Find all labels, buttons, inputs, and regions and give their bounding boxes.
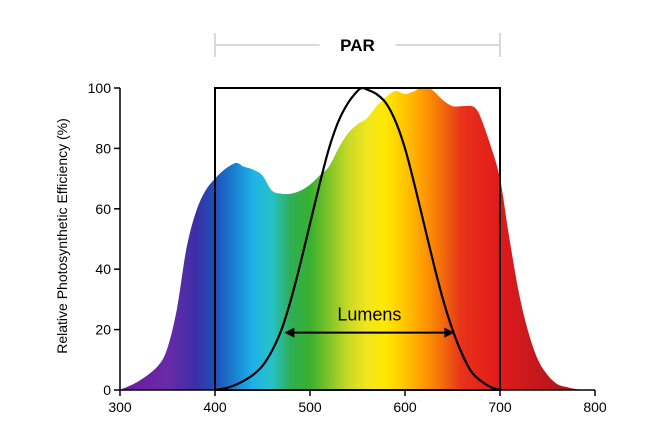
x-tick-label: 800: [583, 399, 607, 415]
y-axis: 0 20 40 60 80 100: [88, 80, 121, 398]
x-tick-label: 500: [298, 399, 322, 415]
y-tick-label: 20: [95, 322, 111, 338]
lumens-arrowhead-left: [284, 327, 295, 338]
annotations: PAR Lumens: [214, 33, 501, 338]
y-tick-label: 40: [95, 261, 111, 277]
efficiency-area: [120, 87, 586, 391]
x-tick-label: 300: [108, 399, 132, 415]
x-tick-label: 700: [488, 399, 512, 415]
y-tick-label: 100: [88, 80, 112, 96]
x-tick-label: 600: [393, 399, 417, 415]
y-tick-label: 80: [95, 140, 111, 156]
x-axis: 300 400 500 600 700 800: [108, 389, 607, 415]
lumens-label: Lumens: [337, 305, 401, 325]
y-tick-label: 60: [95, 201, 111, 217]
par-label: PAR: [340, 36, 375, 55]
y-axis-title: Relative Photosynthetic Efficiency (%): [54, 118, 70, 354]
lumens-curve: [214, 86, 501, 392]
y-tick-label: 0: [103, 382, 111, 398]
lumens-arrowhead-right: [444, 327, 455, 338]
x-tick-label: 400: [203, 399, 227, 415]
plot-area: [120, 86, 586, 392]
